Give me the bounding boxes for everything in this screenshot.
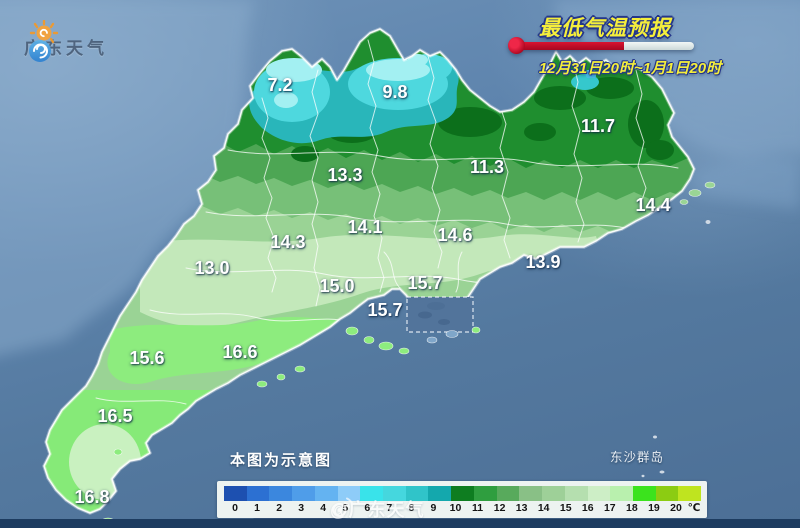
temperature-label: 11.7: [580, 116, 616, 136]
legend-color-segment: [314, 486, 338, 501]
temperature-label: 13.9: [525, 252, 561, 272]
neighbor-terrain: [0, 0, 800, 356]
legend-color-segment: [587, 486, 611, 501]
legend-tick: 8: [408, 502, 415, 514]
legend-color-segment: [542, 486, 565, 501]
thermometer-mercury: [521, 42, 624, 50]
temperature-label: 14.6: [437, 225, 473, 245]
legend-tick: 20: [670, 502, 682, 514]
temperature-label: 15.7: [407, 273, 443, 293]
legend-tick: 3: [298, 502, 305, 514]
temperature-label: 9.8: [382, 82, 408, 102]
thermometer-graphic: [508, 37, 694, 55]
temperature-label: 15.6: [129, 348, 165, 368]
temperature-label: 15.7: [367, 300, 403, 320]
legend-color-segment: [564, 486, 588, 501]
estuary-dashed-box: [406, 296, 474, 333]
islands: [101, 181, 716, 525]
temperature-label: 11.3: [469, 157, 505, 177]
legend-color-segment: [383, 486, 406, 501]
legend-tick: 10: [449, 502, 462, 514]
legend-color-segment: [269, 486, 293, 501]
legend-tick: 15: [559, 502, 572, 514]
temperature-label: 13.0: [194, 258, 230, 278]
legend-color-segment: [428, 486, 452, 501]
legend-tick: 12: [493, 502, 506, 514]
watermark-text: @广东天气: [330, 500, 425, 520]
legend-tick: 0: [232, 502, 238, 514]
dongsha-islands-label: 东沙群岛: [609, 450, 665, 465]
legend-color-segment: [337, 486, 361, 501]
gdweather-logo-icon: [29, 20, 59, 62]
legend-tick: 19: [648, 502, 660, 514]
temperature-label: 16.6: [222, 342, 258, 362]
legend-color-segment: [405, 486, 429, 501]
forecast-title: 最低气温预报: [539, 17, 671, 40]
legend-tick: 14: [537, 502, 550, 514]
legend-color-segment: [496, 486, 520, 501]
thermometer-tube: [624, 42, 694, 50]
temperature-label: 14.3: [270, 232, 306, 252]
legend-color-segment: [360, 486, 384, 501]
weibo-icon: [332, 497, 354, 517]
legend-color-segment: [224, 486, 247, 501]
legend-tick: 4: [320, 502, 327, 514]
temperature-label: 14.1: [347, 217, 383, 237]
legend-tick: 16: [581, 502, 594, 514]
legend-tick: 7: [386, 502, 393, 514]
thermometer-bulb: [508, 37, 525, 54]
legend-color-segment: [610, 486, 633, 501]
legend-color-segment: [473, 486, 497, 501]
temperature-label: 15.0: [319, 276, 355, 296]
map-disclaimer-note: 本图为示意图: [230, 452, 333, 469]
legend-tick: 6: [364, 502, 371, 514]
legend-color-segment: [655, 486, 679, 501]
legend-tick: 1: [254, 502, 260, 514]
bottom-border-strip: [0, 519, 800, 528]
forecast-date-range: 12月31日20时~1月1日20时: [538, 60, 722, 77]
legend-color-segment: [632, 486, 656, 501]
temperature-label: 16.8: [74, 487, 110, 507]
legend-tick: 9: [430, 502, 437, 514]
legend-tick: 13: [515, 502, 528, 514]
legend-color-segment: [678, 486, 702, 501]
temperature-label: 16.5: [97, 406, 133, 426]
legend-tick: 17: [603, 502, 616, 514]
temperature-label: 7.2: [267, 75, 293, 95]
legend-tick: 18: [626, 502, 638, 514]
legend-tick: 2: [276, 502, 283, 514]
gdweather-logo: 广东天气: [24, 20, 108, 62]
legend-ticks: 0 1 2 3 4 5 6 7 8 9 10 11 12 13 14 15 16 17 18 19 20 ℃: [224, 502, 701, 515]
legend-color-bar: [224, 486, 702, 501]
legend-color-segment: [246, 486, 270, 501]
legend-color-segment: [519, 486, 543, 501]
legend-color-segment: [292, 486, 315, 501]
prefecture-boundaries: [95, 39, 679, 405]
weibo-watermark: @广东天气: [330, 496, 425, 522]
temperature-label: 14.4: [635, 195, 671, 215]
legend-color-segment: [451, 486, 474, 501]
temperature-label: 13.3: [327, 165, 363, 185]
legend-tick: 11: [471, 502, 484, 514]
temperature-legend: 0 1 2 3 4 5 6 7 8 9 10 11 12 13 14 15 16 17 18 19 20 ℃: [217, 481, 707, 518]
legend-unit: ℃: [687, 502, 701, 514]
